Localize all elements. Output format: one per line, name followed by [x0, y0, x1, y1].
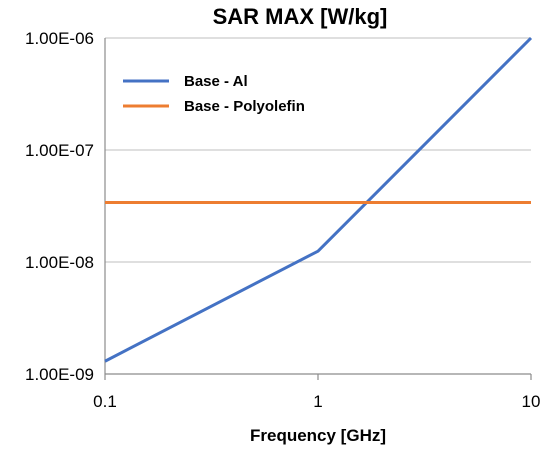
- grid-layer: [105, 37, 531, 375]
- y-tick-label: 1.00E-08: [25, 253, 94, 272]
- y-tick-label: 1.00E-09: [25, 365, 94, 384]
- axis-layer: [104, 38, 532, 380]
- x-tick-label: 1: [313, 392, 322, 411]
- legend-label-base-polyolefin: Base - Polyolefin: [184, 98, 305, 115]
- tick-labels: 1.00E-09 1.00E-08 1.00E-07 1.00E-06 0.1 1 10: [25, 29, 540, 411]
- y-tick-label: 1.00E-06: [25, 29, 94, 48]
- x-axis-title: Frequency [GHz]: [250, 426, 386, 445]
- x-tick-label: 0.1: [93, 392, 117, 411]
- y-tick-label: 1.00E-07: [25, 141, 94, 160]
- legend-label-base-al: Base - Al: [184, 73, 248, 90]
- x-tick-label: 10: [522, 392, 541, 411]
- legend: Base - Al Base - Polyolefin: [123, 73, 305, 115]
- chart-title: SAR MAX [W/kg]: [213, 4, 388, 29]
- series-line-base-al: [104, 36, 533, 363]
- series-layer: [104, 36, 533, 363]
